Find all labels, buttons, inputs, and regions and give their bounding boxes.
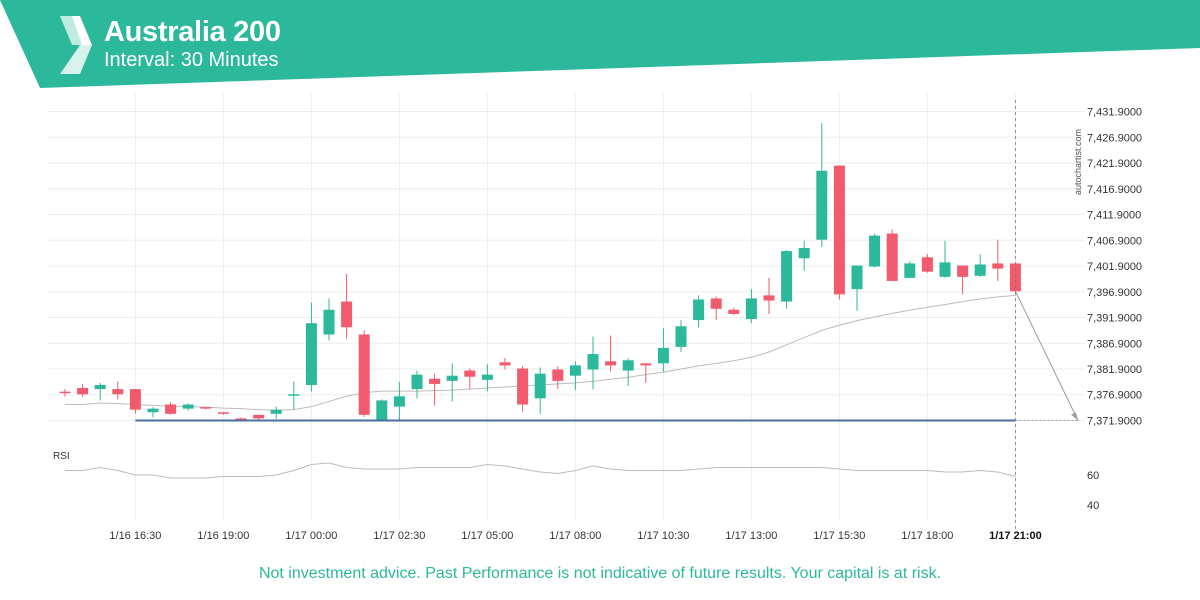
candle-bull (781, 251, 793, 302)
candle-bull (481, 374, 493, 380)
disclaimer: Not investment advice. Past Performance … (258, 565, 942, 582)
candles (59, 123, 1021, 421)
price-tick-label: 7,386.9000 (1087, 338, 1142, 350)
time-tick-label: 1/17 02:30 (373, 530, 425, 542)
rsi-line (65, 462, 1016, 479)
price-tick-label: 7,431.9000 (1087, 107, 1142, 119)
candle-bear (833, 165, 845, 295)
candle-bear (1009, 263, 1021, 292)
candle-bull (745, 298, 757, 320)
price-tick-label: 7,406.9000 (1087, 235, 1142, 247)
time-tick-label: 1/17 15:30 (813, 530, 865, 542)
price-tick-label: 7,391.9000 (1087, 313, 1142, 325)
interval-subtitle: Interval: 30 Minutes (104, 49, 279, 71)
candle-bear (552, 369, 564, 381)
candle-bear (921, 257, 933, 272)
candle-bear (235, 418, 247, 420)
price-tick-label: 7,421.9000 (1087, 158, 1142, 170)
candle-bear (129, 389, 141, 410)
candle-bear (957, 265, 969, 277)
price-tick-label: 7,426.9000 (1087, 132, 1142, 144)
candle-bear (763, 295, 775, 301)
candle-bear (217, 412, 229, 414)
candle-bull (411, 374, 423, 390)
candle-bull (904, 263, 916, 278)
candle-bull (94, 384, 106, 390)
rsi-label: RSI (53, 451, 70, 462)
page-title: Australia 200 (104, 16, 281, 48)
candle-bull (675, 326, 687, 347)
candle-bull (798, 247, 810, 259)
candle-bear (517, 368, 529, 405)
watermark: autochartist.com (1073, 129, 1083, 195)
candle-bear (886, 233, 898, 281)
candle-bear (640, 363, 652, 366)
candle-bull (376, 400, 388, 420)
candle-bear (605, 361, 617, 366)
time-axis: 1/16 16:30 1/16 19:00 1/17 00:00 1/17 02:30… (109, 530, 1041, 542)
candle-bull (974, 264, 986, 276)
price-tick-label: 7,411.9000 (1087, 210, 1141, 222)
candle-bear (710, 298, 722, 309)
candle-bull (569, 365, 581, 376)
time-tick-label: 1/17 21:00 (989, 530, 1042, 542)
projection-arrow-head (1071, 412, 1078, 421)
candle-bull (147, 408, 159, 413)
candle-bear (253, 414, 265, 419)
candle-bear (358, 334, 370, 415)
projection-arrow-line (1014, 291, 1079, 421)
candle-bull (182, 404, 194, 409)
candle-bear (992, 263, 1004, 269)
candle-bear (728, 309, 740, 314)
price-tick-label: 7,381.9000 (1087, 364, 1142, 376)
candle-bull (816, 170, 828, 240)
candle-bull (693, 299, 705, 321)
rsi-panel: RSI 60 40 (53, 451, 1099, 512)
candle-bear (200, 407, 212, 409)
brand-logo-icon (60, 16, 92, 74)
candle-bull (851, 265, 863, 290)
candle-bull (270, 409, 282, 414)
candle-bull (305, 323, 317, 385)
candle-bear (77, 388, 89, 395)
candle-bull (869, 235, 881, 267)
candle-bear (499, 362, 511, 366)
time-tick-label: 1/17 00:00 (285, 530, 337, 542)
price-tick-label: 7,376.9000 (1087, 390, 1142, 402)
candle-bull (323, 309, 335, 335)
price-tick-label: 7,396.9000 (1087, 287, 1142, 299)
time-tick-label: 1/17 10:30 (637, 530, 689, 542)
candle-bull (288, 394, 300, 396)
time-tick-label: 1/17 13:00 (725, 530, 777, 542)
header-banner (0, 0, 1200, 88)
price-tick-label: 7,401.9000 (1087, 261, 1142, 273)
candle-bull (657, 347, 669, 364)
candle-bear (165, 404, 177, 414)
rsi-tick-label: 60 (1087, 470, 1099, 482)
candle-bear (112, 389, 124, 395)
price-axis: 7,431.9000 7,426.9000 7,421.9000 7,416.9000… (1087, 107, 1142, 428)
overlays (135, 100, 1079, 530)
candle-bull (446, 375, 458, 381)
time-tick-label: 1/16 16:30 (109, 530, 161, 542)
candle-bear (59, 391, 71, 394)
candle-bull (622, 360, 634, 371)
price-tick-label: 7,416.9000 (1087, 184, 1142, 196)
candle-bear (464, 370, 476, 377)
price-tick-label: 7,371.9000 (1087, 415, 1142, 427)
candle-bear (429, 378, 441, 384)
candle-bull (587, 354, 599, 370)
candle-bear (341, 301, 353, 328)
candle-bull (393, 396, 405, 407)
time-tick-label: 1/16 19:00 (197, 530, 249, 542)
candle-bull (939, 262, 951, 277)
time-tick-label: 1/17 08:00 (549, 530, 601, 542)
time-tick-label: 1/17 05:00 (461, 530, 513, 542)
rsi-tick-label: 40 (1087, 500, 1099, 512)
candle-bull (534, 373, 546, 399)
time-tick-label: 1/17 18:00 (901, 530, 953, 542)
